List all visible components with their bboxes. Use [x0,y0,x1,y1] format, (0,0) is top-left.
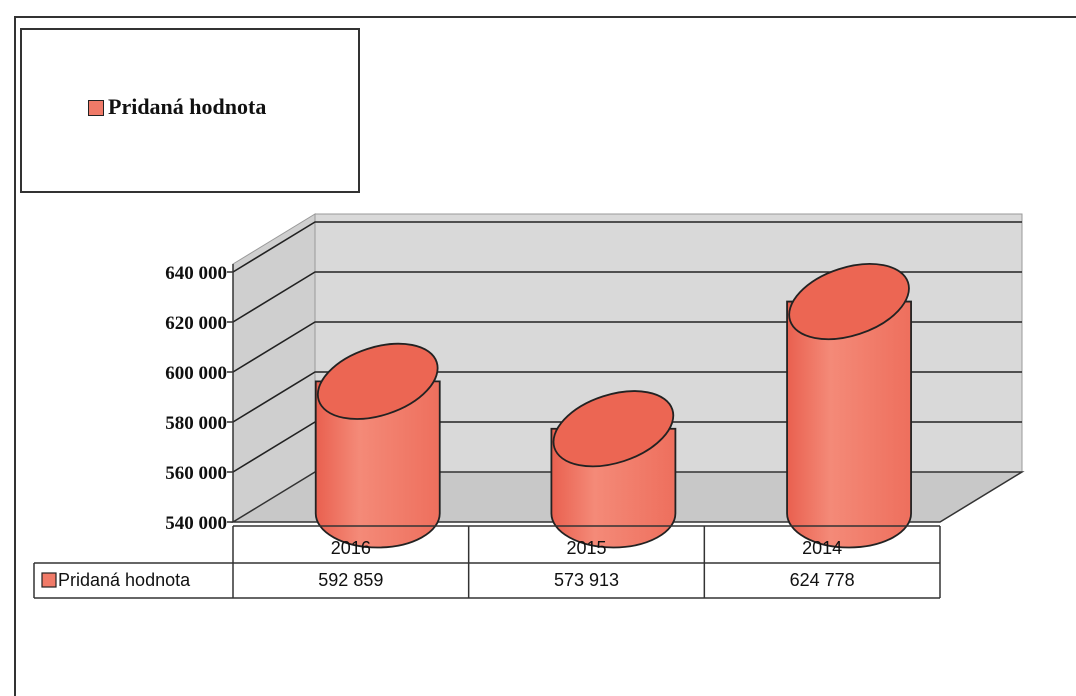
legend-swatch [88,100,104,116]
bar-2016 [314,342,441,549]
bar-top [316,342,439,420]
x-tick-label: 2014 [802,538,842,558]
bar-body [786,300,912,549]
y-tick-label: 620 000 [165,313,227,334]
gridline [232,221,1022,273]
y-tick-label: 540 000 [165,513,227,534]
y-tick-label: 580 000 [165,413,227,434]
chart-frame [14,16,1076,696]
x-tick-label: 2015 [566,538,606,558]
table-value: 573 913 [554,570,619,590]
table-value: 592 859 [318,570,383,590]
table-row-label: Pridaná hodnota [58,570,191,590]
table-value: 624 778 [790,570,855,590]
y-axis: 540 000 560 000 580 000 600 000 620 000 640 0… [165,263,234,534]
y-tick-label: 640 000 [165,263,227,284]
gridline [232,271,1022,323]
legend-label: Pridaná hodnota [108,94,267,119]
legend: Pridaná hodnota [20,28,360,193]
data-table: 2016 2015 2014 Pridaná hodnota 592 859 573 91… [33,525,941,599]
bar-2015 [550,390,677,549]
bar-top [552,390,675,468]
bars [314,263,912,549]
table-legend-swatch [41,572,57,588]
bar-2014 [786,263,912,549]
bar-body [314,380,441,549]
bar-top [788,263,910,341]
side-wall [232,213,316,523]
y-tick-label: 600 000 [165,363,227,384]
y-tick-label: 560 000 [165,463,227,484]
x-tick-label: 2016 [331,538,371,558]
